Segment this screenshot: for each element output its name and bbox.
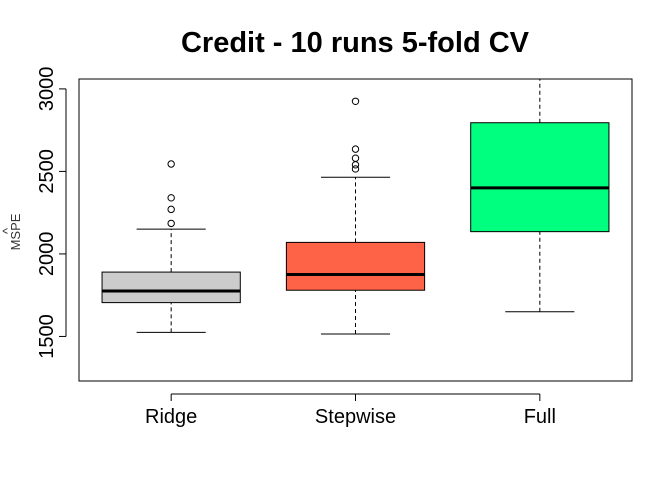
boxes: [101, 79, 610, 335]
chart-title: Credit - 10 runs 5-fold CV: [181, 27, 530, 59]
outlier-point: [167, 205, 175, 214]
box-iqr: [101, 271, 241, 304]
x-tick-label: Ridge: [145, 406, 197, 428]
x-axis: Ridge Stepwise Full: [145, 393, 556, 428]
plot-frame: [78, 78, 633, 382]
box-iqr: [285, 241, 426, 291]
box-stepwise: [285, 97, 426, 335]
outlier-point: [351, 161, 360, 169]
outlier-point: [351, 97, 360, 105]
y-axis: 1500 2000 2500 3000: [36, 67, 67, 359]
box-iqr: [470, 122, 610, 233]
outlier-point: [351, 145, 360, 153]
y-axis-label-hat: ^: [0, 227, 15, 234]
outlier-point: [351, 154, 360, 162]
outlier-point: [167, 194, 175, 202]
y-tick-label: 1500: [36, 314, 58, 359]
x-tick-label: Stepwise: [315, 406, 396, 428]
y-axis-label-text: MSPE: [8, 213, 23, 250]
outlier-point: [167, 160, 175, 168]
outlier-point: [167, 219, 175, 228]
x-tick-label: Full: [524, 406, 556, 428]
y-tick-label: 2000: [36, 232, 58, 277]
y-tick-label: 3000: [36, 67, 58, 112]
y-axis-label: MSPE ^: [0, 213, 23, 250]
box-full: [470, 79, 610, 313]
outlier-point: [351, 165, 360, 173]
y-tick-label: 2500: [36, 149, 58, 194]
box-ridge: [101, 160, 241, 333]
